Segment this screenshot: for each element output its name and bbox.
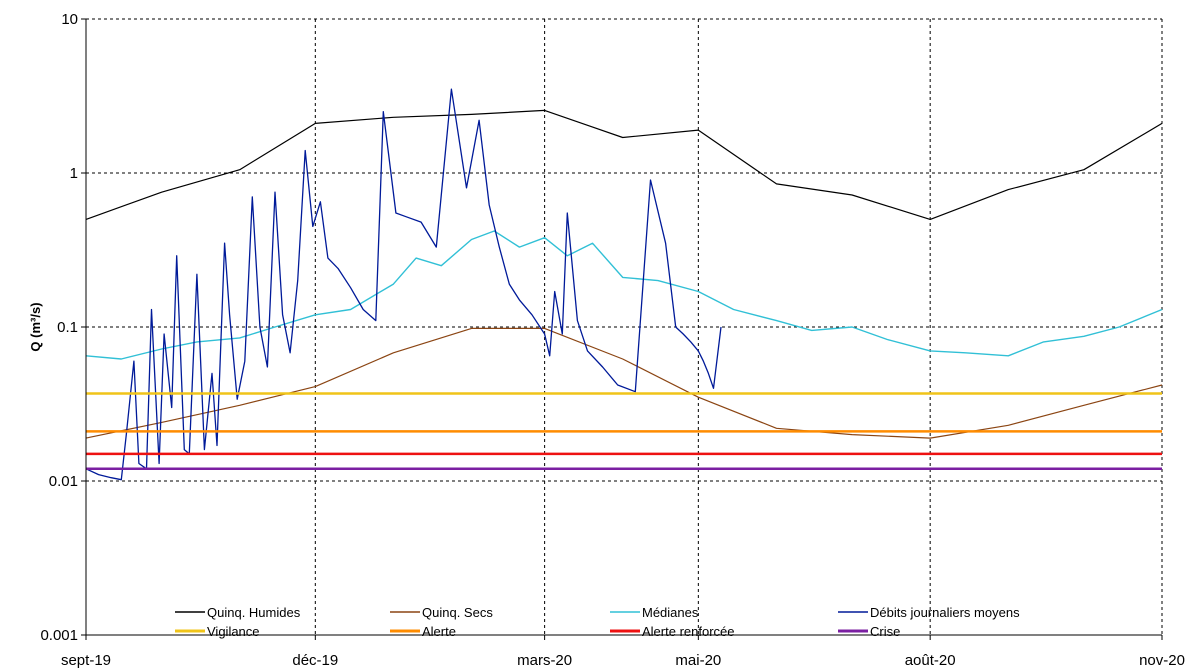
axes — [81, 18, 1163, 640]
x-tick-label: août-20 — [905, 652, 956, 669]
y-tick-label: 0.001 — [40, 627, 78, 644]
grid — [86, 18, 1163, 635]
legend-alerte-renforcee-label: Alerte renforcée — [642, 624, 735, 639]
y-tick-label: 1 — [70, 165, 78, 182]
legend: Quinq. Humides Quinq. Secs Médianes Débits … — [175, 605, 1020, 639]
legend-alerte-label: Alerte — [422, 624, 456, 639]
legend-crise-label: Crise — [870, 624, 900, 639]
y-axis-label: Q (m³/s) — [28, 302, 43, 351]
x-tick-label: sept-19 — [61, 652, 111, 669]
series-layer — [85, 88, 1163, 481]
x-tick-label: déc-19 — [292, 652, 338, 669]
legend-quinq-humides-label: Quinq. Humides — [207, 605, 301, 620]
series-medianes-line — [85, 230, 1163, 360]
legend-vigilance-label: Vigilance — [207, 624, 260, 639]
legend-quinq-secs-label: Quinq. Secs — [422, 605, 493, 620]
x-tick-label: mars-20 — [517, 652, 572, 669]
x-tick-label: mai-20 — [675, 652, 721, 669]
y-tick-label: 0.01 — [49, 473, 78, 490]
legend-medianes-label: Médianes — [642, 605, 699, 620]
y-tick-label: 0.1 — [57, 319, 78, 336]
y-tick-label: 10 — [61, 11, 78, 28]
series-quinq-humides-line — [85, 109, 1163, 220]
tick-labels: 0.001 0.01 0.1 1 10 sept-19 déc-19 mars-20 mai-2… — [40, 11, 1184, 669]
series-debits-journaliers-moyens-line — [85, 88, 722, 481]
legend-debits-journaliers-moyens-label: Débits journaliers moyens — [870, 605, 1020, 620]
x-tick-label: nov-20 — [1139, 652, 1185, 669]
series-quinq-secs-line — [85, 327, 1163, 439]
